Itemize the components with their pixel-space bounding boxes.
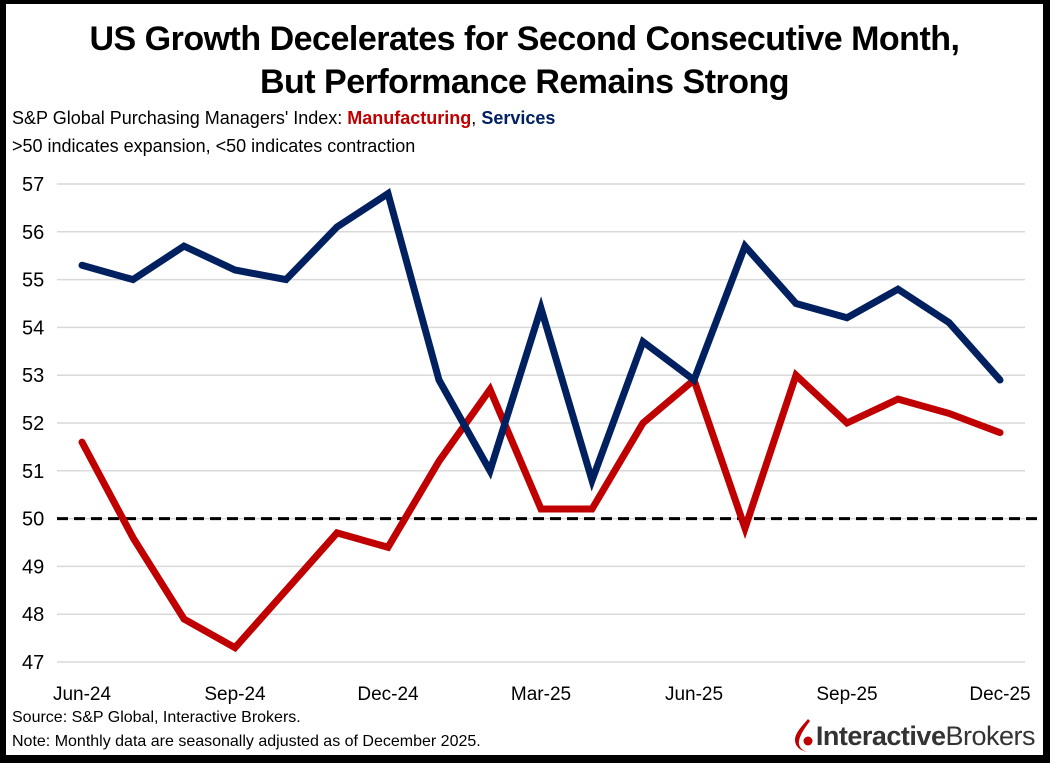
logo-text-regular: Brokers (945, 720, 1035, 751)
x-tick-label: Jun-24 (53, 684, 112, 705)
x-tick-label: Sep-25 (816, 684, 877, 705)
y-tick-label: 49 (22, 556, 44, 578)
series-line-services (78, 188, 1004, 492)
chart-title: US Growth Decelerates for Second Consecu… (6, 18, 1043, 104)
x-axis-ticks: Jun-24 Sep-24 Dec-24 Mar-25 Jun-25 Sep-25 Dec-… (53, 684, 1031, 705)
logo-text-bold: Interactive (815, 720, 946, 751)
y-tick-label: 52 (22, 413, 44, 435)
interactive-brokers-flame-icon (794, 719, 813, 752)
series-line-manufacturing (78, 368, 1004, 653)
x-tick-label: Jun-25 (665, 684, 723, 705)
y-tick-label: 56 (22, 222, 44, 244)
y-tick-label: 48 (22, 604, 44, 626)
subtitle-prefix: S&P Global Purchasing Managers' Index: (12, 108, 348, 128)
chart-title-line-1: US Growth Decelerates for Second Consecu… (89, 20, 960, 58)
y-tick-label: 57 (22, 174, 44, 196)
chart-title-line-2: But Performance Remains Strong (259, 63, 790, 101)
chart-subtitle-expansion-note: >50 indicates expansion, <50 indicates c… (12, 136, 416, 156)
x-tick-label: Sep-24 (204, 684, 266, 705)
chart-frame: US Growth Decelerates for Second Consecu… (6, 4, 1043, 755)
interactive-brokers-logo: Interactive Brokers (794, 719, 1035, 753)
x-tick-label: Dec-24 (357, 684, 419, 705)
x-tick-label: Dec-25 (969, 684, 1030, 705)
y-tick-label: 51 (22, 461, 44, 483)
y-axis-ticks: 47 48 49 50 51 52 53 54 55 56 57 (22, 174, 44, 674)
y-tick-label: 55 (22, 270, 44, 292)
y-tick-label: 53 (22, 365, 44, 387)
source-note: Source: S&P Global, Interactive Brokers. (12, 709, 301, 726)
y-tick-label: 54 (22, 317, 44, 339)
y-tick-label: 47 (22, 652, 44, 674)
subtitle-separator: , (471, 108, 482, 128)
legend-manufacturing: Manufacturing (347, 108, 472, 128)
x-tick-label: Mar-25 (511, 684, 571, 705)
data-note: Note: Monthly data are seasonally adjust… (12, 733, 481, 750)
y-tick-label: 50 (22, 509, 44, 531)
chart-subtitle: S&P Global Purchasing Managers' Index: M… (12, 108, 555, 129)
series-lines (78, 188, 1004, 653)
legend-services: Services (481, 108, 556, 128)
